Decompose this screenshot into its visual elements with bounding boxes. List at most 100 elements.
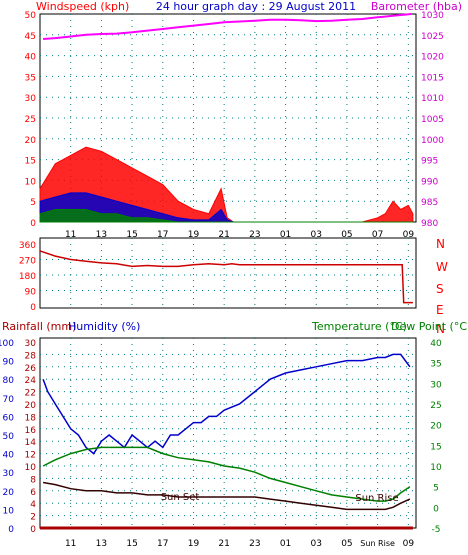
- rainfall-tick: 20: [3, 488, 15, 498]
- rainfall-axis-label: Rainfall (mm): [2, 320, 76, 333]
- humidity-tick: 18: [25, 413, 37, 423]
- wind-time-tick: 03: [311, 230, 322, 240]
- direction-tick: 0: [30, 303, 36, 313]
- wind-time-tick: 13: [96, 230, 107, 240]
- rainfall-tick: 50: [3, 432, 15, 442]
- temp-time-tick: 05: [341, 539, 352, 549]
- temp-time-tick-labels: 11 13 15 17 19 21 23 01 03 05 Sun Rise 09: [65, 539, 414, 549]
- temperature-series: [42, 446, 411, 502]
- barometer-tick: 1015: [421, 73, 444, 83]
- humidity-tick: 26: [25, 364, 37, 374]
- direction-tick: 90: [25, 288, 37, 298]
- windspeed-tick: 40: [25, 53, 37, 63]
- barometer-tick: 1030: [421, 11, 444, 21]
- wind-time-tick: 01: [280, 230, 291, 240]
- windspeed-axis-label: Windspeed (kph): [36, 0, 129, 13]
- compass-label: W: [436, 260, 448, 274]
- humidity-tick: 14: [25, 438, 37, 448]
- temp-time-tick: 01: [280, 539, 291, 549]
- direction-plot-frame: [39, 237, 417, 309]
- humidity-tick: 22: [25, 389, 36, 399]
- rainfall-tick: 40: [3, 451, 15, 461]
- sun-set-annotation: Sun Set: [161, 492, 200, 503]
- temperature-tick: 0: [433, 504, 439, 514]
- barometer-axis-label: Barometer (hba): [371, 0, 462, 13]
- humidity-tick: 12: [25, 451, 36, 461]
- barometer-series: [43, 13, 412, 40]
- humidity-tick: 16: [25, 426, 37, 436]
- wind_low-series: [39, 209, 413, 223]
- humidity-tick: 30: [25, 339, 37, 349]
- temperature-axis-label: Temperature (°C): [311, 320, 407, 333]
- compass-label: S: [436, 282, 444, 296]
- temperature-tick: 15: [430, 442, 441, 452]
- barometer-tick: 1010: [421, 94, 444, 104]
- barometer-tick: 1000: [421, 136, 444, 146]
- wind_avg-series: [39, 192, 413, 223]
- humidity-tick: 4: [30, 500, 36, 510]
- compass-label: N: [436, 237, 445, 251]
- wind-barometer-panel: Windspeed (kph) 24 hour graph day : 29 A…: [25, 0, 462, 240]
- rainfall-tick: 0: [8, 525, 14, 535]
- direction-tick-labels: 0 90 180 270 360: [19, 241, 36, 313]
- temperature-tick: 25: [430, 401, 441, 411]
- compass-label: E: [436, 303, 444, 317]
- direction-grid: [40, 238, 416, 308]
- barometer-tick: 985: [421, 198, 438, 208]
- windspeed-tick: 20: [25, 136, 37, 146]
- windspeed-tick: 25: [25, 115, 36, 125]
- temp-series: [40, 353, 413, 530]
- wind-time-tick: 17: [157, 230, 168, 240]
- temp-time-tick: 09: [403, 539, 415, 549]
- temp-time-tick: 13: [96, 539, 107, 549]
- dew_point-series: [42, 481, 411, 511]
- barometer-tick: 980: [421, 219, 438, 229]
- barometer-tick: 1025: [421, 32, 444, 42]
- temperature-tick-labels: -5 0 5 10 15 20 25 30 35 40: [430, 339, 442, 535]
- temperature-humidity-panel: Rainfall (mm) Humidity (%) Temperature (…: [0, 320, 468, 549]
- humidity-tick: 24: [25, 376, 37, 386]
- compass-label: N: [436, 322, 445, 336]
- temp-time-tick: Sun Rise: [360, 539, 395, 548]
- direction-series: [39, 250, 413, 304]
- rainfall-tick: 100: [0, 339, 14, 349]
- rainfall-tick: 70: [3, 395, 15, 405]
- direction-tick: 180: [19, 272, 36, 282]
- humidity-tick: 0: [30, 525, 36, 535]
- temp-time-tick: 11: [65, 539, 76, 549]
- temp-time-tick: 15: [126, 539, 137, 549]
- rainfall-tick: 30: [3, 469, 15, 479]
- humidity-tick: 20: [25, 401, 37, 411]
- wind-time-tick: 11: [65, 230, 76, 240]
- rainfall-tick-labels: 0 10 20 30 40 50 60 70 80 90 100: [0, 339, 14, 535]
- barometer-tick: 995: [421, 157, 438, 167]
- barometer-tick: 990: [421, 177, 438, 187]
- temp-time-tick: 19: [188, 539, 200, 549]
- barometer-tick: 1005: [421, 115, 444, 125]
- humidity-axis-label: Humidity (%): [68, 320, 140, 333]
- temperature-tick: 40: [430, 339, 442, 349]
- wind-time-tick: 19: [188, 230, 200, 240]
- rainfall-tick: 80: [3, 376, 15, 386]
- windspeed-tick: 5: [30, 198, 36, 208]
- temperature-tick: 35: [430, 360, 441, 370]
- windspeed-series: [39, 146, 414, 223]
- humidity-tick: 2: [30, 513, 36, 523]
- windspeed-tick: 0: [30, 219, 36, 229]
- wind-time-tick: 05: [341, 230, 352, 240]
- temperature-tick: 5: [433, 484, 439, 494]
- chart-title: 24 hour graph day : 29 August 2011: [156, 0, 356, 13]
- windspeed-tick: 15: [25, 157, 36, 167]
- barometer-tick: 1020: [421, 53, 444, 63]
- wind-time-tick-labels: 11 13 15 17 19 21 23 01 03 05 07 09: [65, 230, 414, 240]
- windspeed-tick: 50: [25, 11, 37, 21]
- wind-time-tick: 07: [372, 230, 383, 240]
- rainfall-tick: 60: [3, 413, 15, 423]
- humidity-tick: 28: [25, 351, 37, 361]
- temperature-tick: 10: [430, 463, 442, 473]
- wind-time-tick: 15: [126, 230, 137, 240]
